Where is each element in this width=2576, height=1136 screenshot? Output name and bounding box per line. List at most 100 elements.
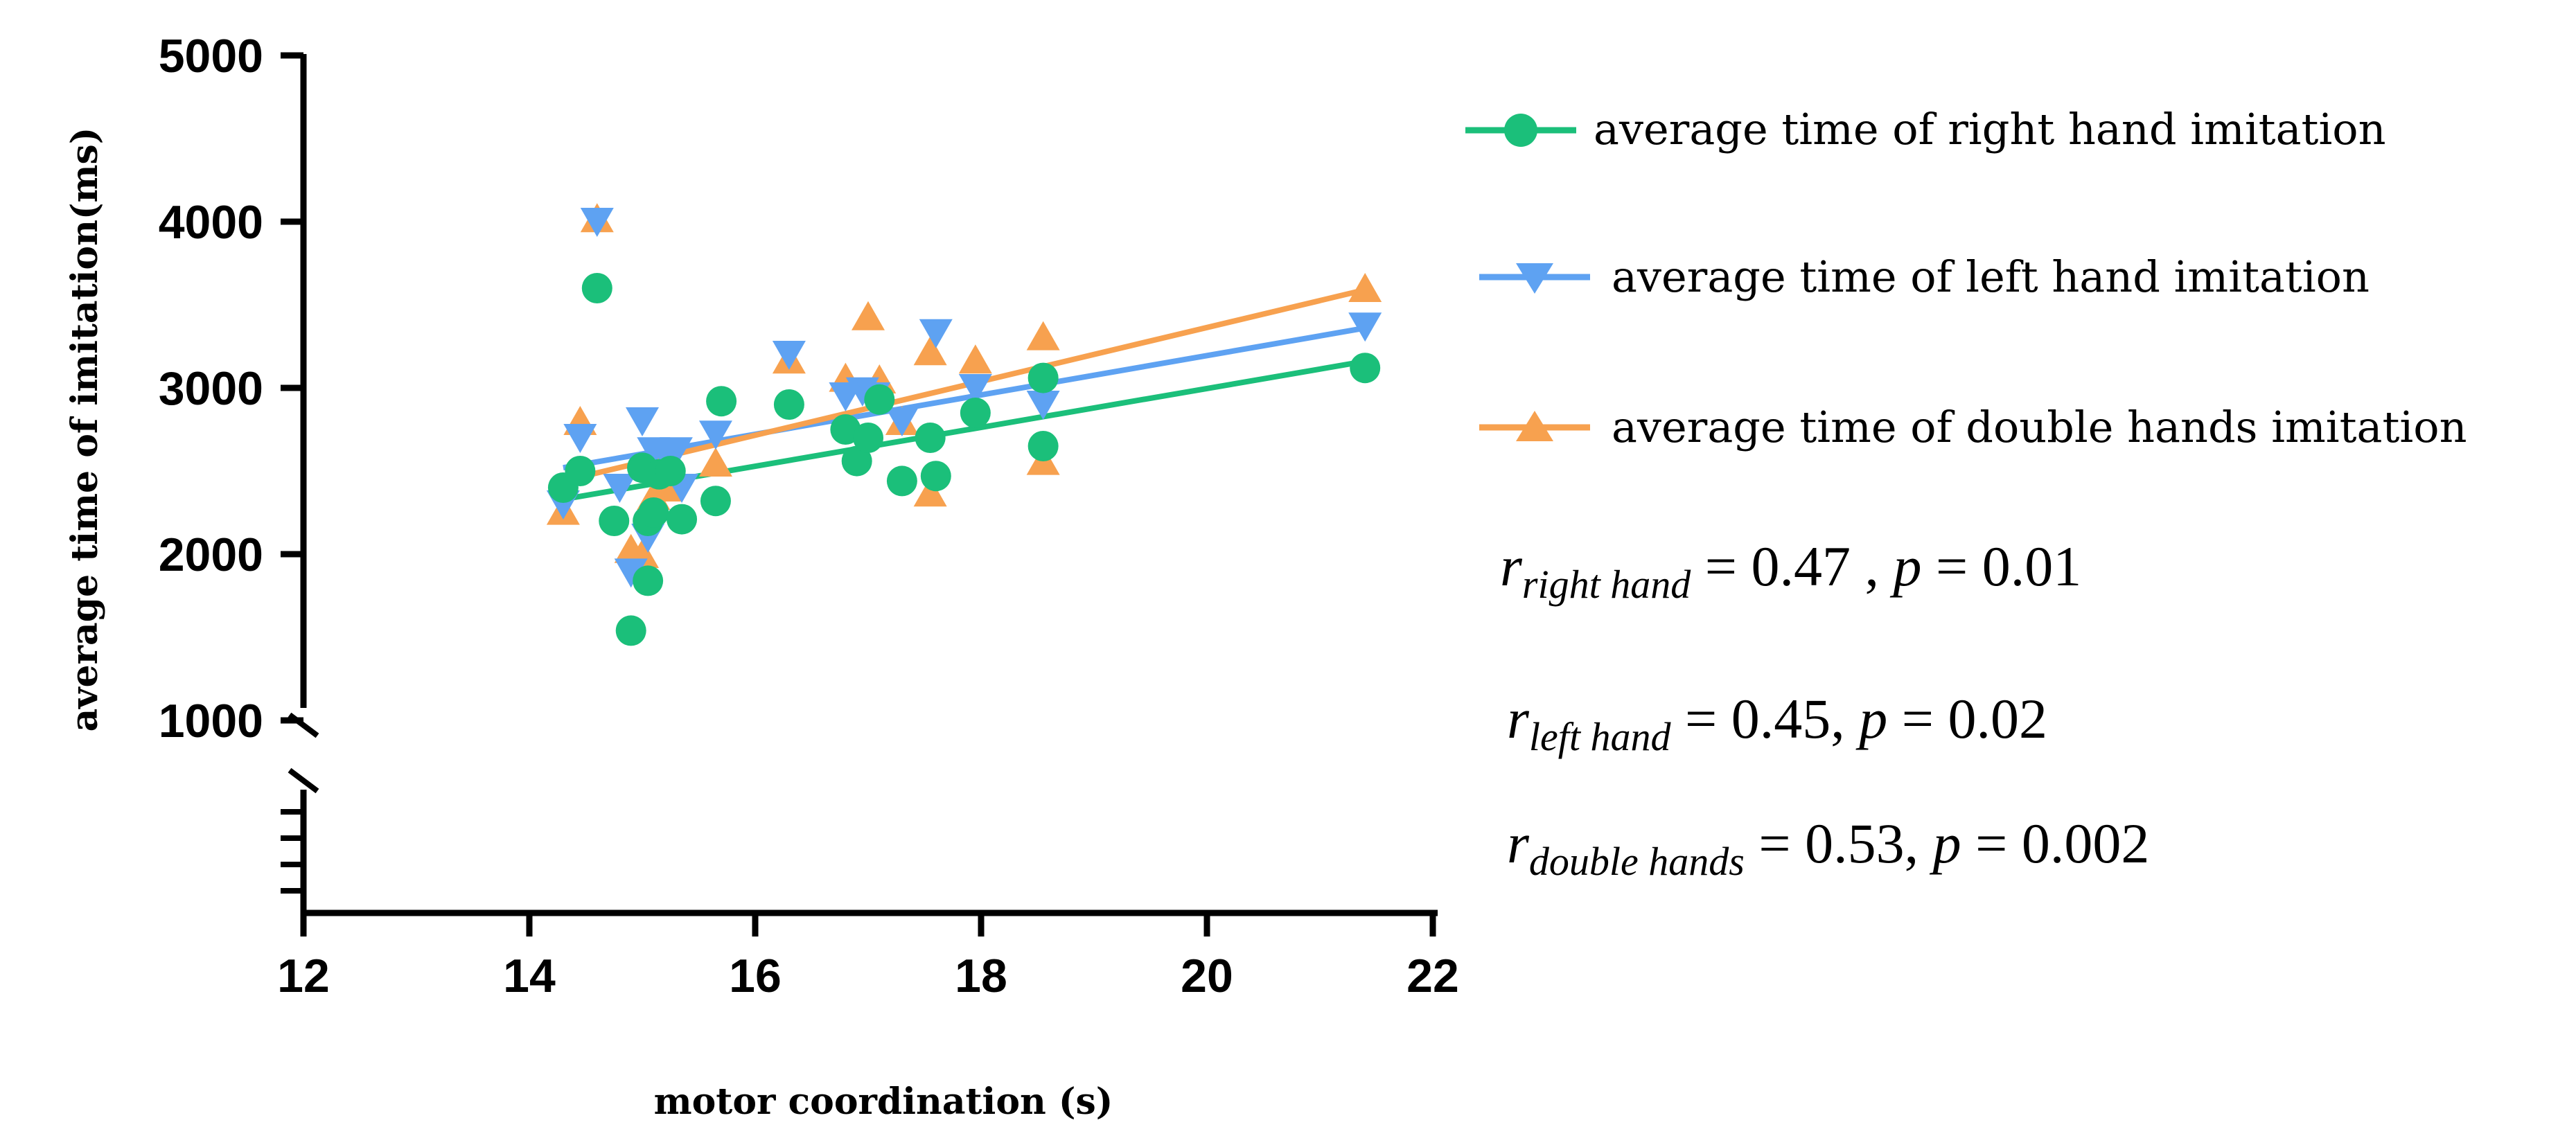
y-axis-title: average time of imitation(ms)	[64, 127, 106, 732]
correlation-stats: rright hand = 0.47 , p = 0.01 rleft hand…	[1500, 535, 2149, 884]
legend-item-right-hand: average time of right hand imitation	[1465, 104, 2386, 154]
y-tick-label: 4000	[159, 196, 263, 249]
point-left-hand	[580, 208, 614, 237]
stat-sep: ,	[1851, 535, 1894, 598]
point-left-hand	[698, 420, 732, 450]
x-tick-label: 14	[503, 950, 556, 1002]
stat-right-hand: rright hand = 0.47 , p = 0.01	[1500, 535, 2081, 607]
legend-label-double-hands: average time of double hands imitation	[1612, 402, 2467, 452]
y-tick-label: 2000	[159, 529, 263, 581]
point-left-hand	[919, 319, 953, 348]
point-left-hand	[603, 474, 637, 503]
legend: average time of right hand imitation ave…	[1465, 104, 2467, 452]
point-right-hand	[920, 461, 951, 492]
point-double-hands	[913, 477, 947, 507]
x-tick-label: 18	[955, 950, 1007, 1002]
stat-equals: =	[1921, 535, 1982, 598]
point-right-hand	[864, 384, 895, 415]
point-left-hand	[772, 341, 806, 370]
stat-r-subscript: left hand	[1529, 714, 1672, 759]
y-tick-label: 1000	[159, 695, 263, 747]
stat-equals: =	[1691, 535, 1751, 598]
y-tick-label: 3000	[159, 362, 263, 415]
point-double-hands	[913, 336, 947, 366]
point-right-hand	[841, 445, 872, 477]
x-tick-label: 16	[729, 950, 782, 1002]
stat-equals: =	[1671, 687, 1731, 750]
stat-r-value: 0.47	[1751, 535, 1851, 598]
point-right-hand	[700, 486, 731, 517]
axes	[281, 54, 1438, 916]
stat-r-symbol: r	[1507, 687, 1530, 750]
stat-p-symbol: p	[1855, 687, 1887, 750]
legend-label-right-hand: average time of right hand imitation	[1594, 104, 2386, 154]
stat-left-hand: rleft hand = 0.45, p = 0.02	[1507, 687, 2047, 759]
y-axis-break-mark-lower	[288, 767, 319, 794]
point-double-hands	[1026, 321, 1060, 350]
point-left-hand	[614, 558, 648, 588]
x-tick-label: 12	[277, 950, 330, 1002]
x-ticks: 12 14 16 18 20 22	[277, 913, 1459, 1002]
point-right-hand	[1027, 362, 1059, 393]
y-tick-label: 5000	[159, 30, 263, 82]
legend-label-left-hand: average time of left hand imitation	[1612, 251, 2370, 302]
point-double-hands	[1348, 273, 1382, 302]
legend-marker-left-hand	[1516, 263, 1553, 294]
stat-sep: ,	[1830, 687, 1859, 750]
x-tick-label: 20	[1181, 950, 1233, 1002]
legend-marker-double-hands	[1516, 411, 1553, 441]
x-tick-label: 22	[1406, 950, 1459, 1002]
data-points	[546, 203, 1382, 646]
point-right-hand	[886, 465, 917, 497]
point-right-hand	[1027, 431, 1059, 461]
point-right-hand	[615, 615, 646, 646]
point-left-hand	[958, 374, 992, 403]
point-right-hand	[960, 398, 991, 428]
y-ticks: 1000 2000 3000 4000 5000	[159, 30, 303, 747]
stat-p-symbol: p	[1889, 535, 1921, 598]
point-double-hands	[958, 344, 992, 374]
point-left-hand	[1348, 312, 1382, 342]
point-right-hand	[633, 565, 664, 596]
fit-line-double-hands	[562, 287, 1366, 484]
x-axis-title: motor coordination (s)	[654, 1081, 1113, 1123]
point-right-hand	[565, 456, 596, 486]
fit-line-left-hand	[563, 325, 1366, 471]
point-right-hand	[667, 504, 698, 535]
stat-r-value: 0.53	[1805, 812, 1905, 875]
point-double-hands	[852, 301, 885, 330]
legend-item-double-hands: average time of double hands imitation	[1479, 402, 2467, 452]
stat-p-value: 0.002	[2022, 812, 2150, 875]
point-right-hand	[773, 389, 804, 420]
point-left-hand	[626, 407, 659, 436]
legend-item-left-hand: average time of left hand imitation	[1479, 251, 2370, 302]
point-right-hand	[638, 497, 669, 528]
point-right-hand	[581, 273, 612, 303]
stat-r-subscript: double hands	[1529, 839, 1745, 884]
stat-r-symbol: r	[1500, 535, 1523, 598]
point-left-hand	[563, 424, 597, 453]
stat-p-value: 0.02	[1948, 687, 2048, 750]
y-lower-minor-ticks	[281, 809, 303, 894]
stat-p-symbol: p	[1930, 812, 1961, 875]
stat-r-value: 0.45	[1731, 687, 1831, 750]
point-double-hands	[698, 447, 732, 477]
point-right-hand	[706, 386, 737, 417]
point-left-hand	[1026, 391, 1060, 420]
stat-equals: =	[1961, 812, 2022, 875]
point-left-hand	[659, 437, 693, 467]
legend-marker-right-hand	[1504, 114, 1537, 147]
point-right-hand	[1350, 353, 1381, 384]
stat-equals: =	[1887, 687, 1948, 750]
stat-sep: ,	[1905, 812, 1933, 875]
point-right-hand	[599, 506, 630, 536]
stat-p-value: 0.01	[1982, 535, 2082, 598]
point-left-hand	[885, 407, 919, 436]
stat-r-symbol: r	[1507, 812, 1530, 875]
stat-equals: =	[1745, 812, 1805, 875]
stat-double-hands: rdouble hands = 0.53, p = 0.002	[1507, 812, 2149, 884]
point-right-hand	[853, 423, 883, 453]
point-right-hand	[655, 456, 686, 486]
